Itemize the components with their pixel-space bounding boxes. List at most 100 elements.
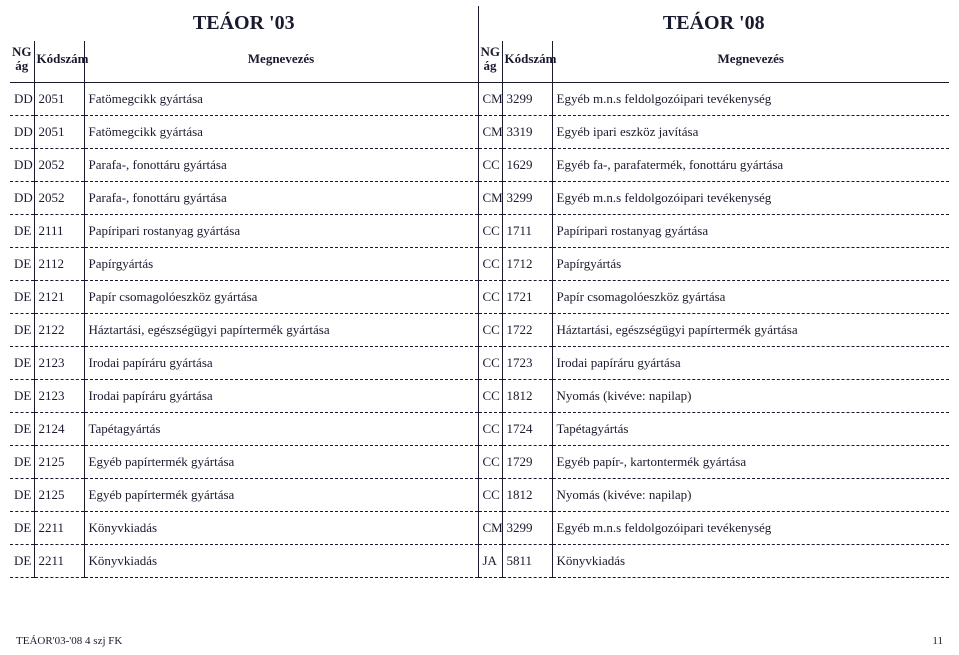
table-head: TEÁOR '03 TEÁOR '08 NG ág Kódszám Megnev… — [10, 6, 949, 82]
cell-name-left: Egyéb papírtermék gyártása — [84, 478, 478, 511]
cell-code-left: 2211 — [34, 511, 84, 544]
cell-name-left: Parafa-, fonottáru gyártása — [84, 181, 478, 214]
table-body: DD2051Fatömegcikk gyártásaCM3299Egyéb m.… — [10, 82, 949, 577]
cell-ng-right: CM — [478, 82, 502, 115]
cell-ng-left: DD — [10, 181, 34, 214]
cell-name-right: Irodai papíráru gyártása — [552, 346, 949, 379]
cell-ng-right: CC — [478, 313, 502, 346]
cell-ng-right: CC — [478, 280, 502, 313]
cell-name-left: Háztartási, egészségügyi papírtermék gyá… — [84, 313, 478, 346]
cell-ng-left: DE — [10, 412, 34, 445]
cell-ng-left: DE — [10, 280, 34, 313]
cell-ng-left: DE — [10, 346, 34, 379]
cell-code-left: 2052 — [34, 181, 84, 214]
cell-name-right: Tapétagyártás — [552, 412, 949, 445]
footer-page-number: 11 — [932, 635, 943, 647]
cell-name-left: Parafa-, fonottáru gyártása — [84, 148, 478, 181]
cell-code-left: 2052 — [34, 148, 84, 181]
cell-code-right: 1812 — [502, 478, 552, 511]
cell-code-right: 1729 — [502, 445, 552, 478]
cell-name-right: Könyvkiadás — [552, 544, 949, 577]
cell-ng-left: DE — [10, 544, 34, 577]
cell-code-left: 2051 — [34, 115, 84, 148]
cell-name-left: Papírgyártás — [84, 247, 478, 280]
table-row: DD2052Parafa-, fonottáru gyártásaCC1629E… — [10, 148, 949, 181]
cell-ng-right: CC — [478, 148, 502, 181]
cell-code-left: 2125 — [34, 478, 84, 511]
table-row: DE2122Háztartási, egészségügyi papírterm… — [10, 313, 949, 346]
table-row: DE2211KönyvkiadásJA5811Könyvkiadás — [10, 544, 949, 577]
cell-code-left: 2123 — [34, 346, 84, 379]
col-name-left: Megnevezés — [84, 41, 478, 82]
cell-code-right: 5811 — [502, 544, 552, 577]
cell-code-right: 1629 — [502, 148, 552, 181]
table-row: DE2121Papír csomagolóeszköz gyártásaCC17… — [10, 280, 949, 313]
page-container: TEÁOR '03 TEÁOR '08 NG ág Kódszám Megnev… — [0, 0, 959, 655]
group-header-left: TEÁOR '03 — [10, 6, 478, 41]
table-row: DE2123Irodai papíráru gyártásaCC1812Nyom… — [10, 379, 949, 412]
cell-code-left: 2111 — [34, 214, 84, 247]
cell-name-right: Egyéb ipari eszköz javítása — [552, 115, 949, 148]
table-row: DE2111Papíripari rostanyag gyártásaCC171… — [10, 214, 949, 247]
cell-code-left: 2051 — [34, 82, 84, 115]
cell-ng-left: DE — [10, 445, 34, 478]
cell-code-right: 1724 — [502, 412, 552, 445]
cell-code-left: 2125 — [34, 445, 84, 478]
table-row: DE2125Egyéb papírtermék gyártásaCC1729Eg… — [10, 445, 949, 478]
cell-name-left: Papíripari rostanyag gyártása — [84, 214, 478, 247]
cell-name-right: Papír csomagolóeszköz gyártása — [552, 280, 949, 313]
table-row: DD2051Fatömegcikk gyártásaCM3299Egyéb m.… — [10, 82, 949, 115]
cell-ng-left: DD — [10, 82, 34, 115]
cell-code-right: 1812 — [502, 379, 552, 412]
cell-ng-left: DE — [10, 313, 34, 346]
cell-name-right: Egyéb m.n.s feldolgozóipari tevékenység — [552, 181, 949, 214]
footer-left: TEÁOR'03-'08 4 szj FK — [16, 635, 122, 647]
cell-ng-right: CC — [478, 445, 502, 478]
cell-ng-right: CC — [478, 247, 502, 280]
col-code-right: Kódszám — [502, 41, 552, 82]
col-ng-right: NG ág — [478, 41, 502, 82]
cell-code-right: 1723 — [502, 346, 552, 379]
cell-name-right: Egyéb papír-, kartontermék gyártása — [552, 445, 949, 478]
cell-ng-left: DE — [10, 214, 34, 247]
table-row: DE2124TapétagyártásCC1724Tapétagyártás — [10, 412, 949, 445]
table-row: DE2125Egyéb papírtermék gyártásaCC1812Ny… — [10, 478, 949, 511]
cell-ng-right: JA — [478, 544, 502, 577]
table-row: DD2052Parafa-, fonottáru gyártásaCM3299E… — [10, 181, 949, 214]
cell-code-right: 1712 — [502, 247, 552, 280]
cell-code-left: 2211 — [34, 544, 84, 577]
cell-code-right: 3319 — [502, 115, 552, 148]
cell-name-left: Könyvkiadás — [84, 511, 478, 544]
mapping-table: TEÁOR '03 TEÁOR '08 NG ág Kódszám Megnev… — [10, 6, 949, 578]
cell-code-right: 1721 — [502, 280, 552, 313]
cell-name-right: Egyéb m.n.s feldolgozóipari tevékenység — [552, 511, 949, 544]
cell-ng-left: DE — [10, 379, 34, 412]
cell-name-right: Nyomás (kivéve: napilap) — [552, 478, 949, 511]
table-row: DD2051Fatömegcikk gyártásaCM3319Egyéb ip… — [10, 115, 949, 148]
cell-ng-right: CC — [478, 379, 502, 412]
cell-code-left: 2124 — [34, 412, 84, 445]
cell-name-left: Könyvkiadás — [84, 544, 478, 577]
cell-name-right: Egyéb m.n.s feldolgozóipari tevékenység — [552, 82, 949, 115]
group-header-right: TEÁOR '08 — [478, 6, 949, 41]
cell-code-right: 3299 — [502, 511, 552, 544]
cell-ng-right: CM — [478, 181, 502, 214]
cell-name-right: Egyéb fa-, parafatermék, fonottáru gyárt… — [552, 148, 949, 181]
cell-ng-right: CC — [478, 478, 502, 511]
cell-code-right: 1722 — [502, 313, 552, 346]
cell-ng-left: DD — [10, 115, 34, 148]
cell-code-right: 3299 — [502, 82, 552, 115]
cell-name-left: Egyéb papírtermék gyártása — [84, 445, 478, 478]
cell-ng-left: DE — [10, 478, 34, 511]
cell-code-right: 3299 — [502, 181, 552, 214]
cell-ng-right: CC — [478, 346, 502, 379]
table-row: DE2112PapírgyártásCC1712Papírgyártás — [10, 247, 949, 280]
col-ng-left: NG ág — [10, 41, 34, 82]
cell-ng-left: DD — [10, 148, 34, 181]
cell-ng-right: CC — [478, 412, 502, 445]
cell-code-right: 1711 — [502, 214, 552, 247]
cell-ng-right: CM — [478, 511, 502, 544]
cell-name-left: Fatömegcikk gyártása — [84, 82, 478, 115]
cell-name-right: Nyomás (kivéve: napilap) — [552, 379, 949, 412]
cell-code-left: 2123 — [34, 379, 84, 412]
